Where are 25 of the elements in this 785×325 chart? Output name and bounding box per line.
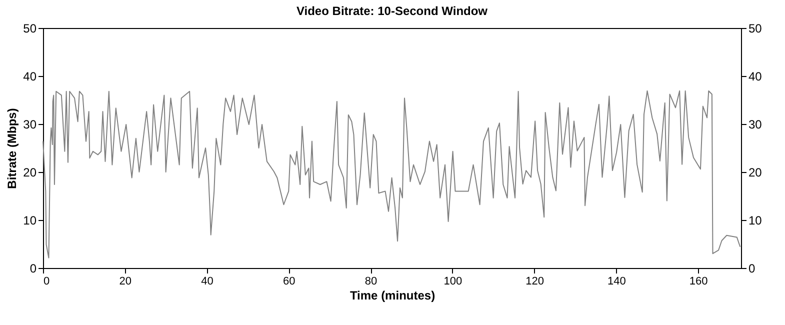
x-tick-label: 100 xyxy=(444,276,462,288)
y-tick-label: 20 xyxy=(23,166,37,180)
x-tick-label: 60 xyxy=(283,276,296,288)
y2-tick-label: 0 xyxy=(748,262,756,276)
x-tick-label: 40 xyxy=(201,276,214,288)
y-tick-label: 40 xyxy=(23,70,37,84)
y2-tick-label: 10 xyxy=(748,214,762,228)
y-tick-label: 0 xyxy=(30,262,37,276)
x-axis-title: Time (minutes) xyxy=(350,288,436,302)
x-tick-label: 80 xyxy=(364,276,378,288)
y2-tick-label: 30 xyxy=(748,118,762,132)
x-tick-label: 140 xyxy=(607,276,626,288)
y2-tick-label: 20 xyxy=(748,166,762,180)
y-tick-label: 30 xyxy=(23,118,37,132)
y2-tick-label: 40 xyxy=(748,70,762,84)
chart-title: Video Bitrate: 10-Second Window xyxy=(296,4,488,18)
x-tick-label: 20 xyxy=(119,276,132,288)
y2-tick-label: 50 xyxy=(748,22,762,36)
x-tick-label: 120 xyxy=(526,276,544,288)
y-tick-label: 50 xyxy=(23,22,37,36)
y-tick-label: 10 xyxy=(23,214,37,228)
x-tick-label: 0 xyxy=(44,276,50,288)
y-axis-title: Bitrate (Mbps) xyxy=(5,108,20,189)
x-tick-label: 160 xyxy=(689,276,708,288)
line-series xyxy=(42,90,741,258)
